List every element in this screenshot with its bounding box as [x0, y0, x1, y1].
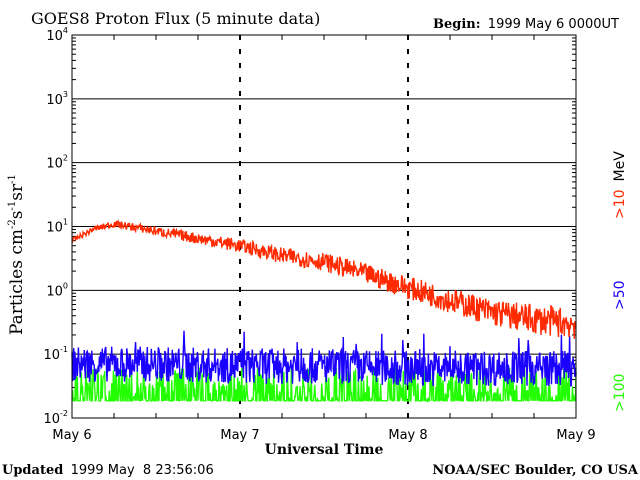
- y-tick-exp: 3: [63, 90, 68, 99]
- series-line-gt10: [71, 219, 577, 339]
- y-tick-exp: 1: [63, 218, 68, 227]
- updated-value: 1999 May 8 23:56:06: [71, 463, 214, 478]
- x-tick-label: May 6: [52, 428, 91, 443]
- legend-gt10: >10 MeV: [612, 151, 628, 219]
- y-axis-label-mid1: s: [7, 211, 27, 220]
- y-tick-base: 10: [46, 29, 63, 44]
- plot-grid: [72, 35, 576, 418]
- legend-gt10-name: >10: [612, 189, 628, 219]
- y-axis-label-sup3: -1: [7, 174, 18, 184]
- legend-gt50: >50: [612, 280, 628, 310]
- updated-label: Updated: [2, 463, 63, 478]
- y-tick-label: 103: [46, 90, 68, 108]
- y-tick-base: 10: [46, 157, 63, 172]
- y-tick-exp: 0: [63, 281, 68, 290]
- updated-readout: Updated 1999 May 8 23:56:06: [2, 462, 214, 478]
- x-axis-label: Universal Time: [265, 442, 384, 458]
- series-line-gt50: [71, 330, 577, 388]
- y-tick-label: 102: [46, 154, 68, 172]
- legend-gt100: >100: [612, 374, 628, 412]
- begin-value: 1999 May 6 0000UT: [488, 17, 619, 32]
- begin-readout: Begin: 1999 May 6 0000UT: [433, 16, 619, 32]
- legend-gt10-unit: MeV: [612, 151, 628, 182]
- y-tick-base: 10: [43, 348, 60, 363]
- y-axis-label-sup2: -1: [7, 201, 18, 211]
- x-tick-label: May 7: [220, 428, 259, 443]
- y-tick-label: 10-1: [43, 345, 68, 363]
- y-tick-label: 100: [46, 281, 68, 299]
- source-credit: NOAA/SEC Boulder, CO USA: [432, 463, 639, 478]
- y-tick-base: 10: [46, 284, 63, 299]
- begin-label: Begin:: [433, 17, 481, 32]
- chart-title: GOES8 Proton Flux (5 minute data): [31, 9, 320, 28]
- y-tick-label: 10-2: [43, 409, 68, 427]
- y-tick-label: 104: [46, 26, 68, 44]
- x-tick-label: May 9: [556, 428, 595, 443]
- y-axis-label-main: Particles cm: [7, 229, 27, 335]
- y-tick-base: 10: [46, 93, 63, 108]
- y-tick-label: 101: [46, 218, 68, 236]
- y-axis-label: Particles cm-2s-1sr-1: [7, 174, 27, 335]
- x-tick-labels: May 6 May 7 May 8 May 9: [52, 428, 595, 443]
- series-layer: [71, 219, 577, 404]
- y-tick-base: 10: [43, 412, 60, 427]
- y-tick-exp: -1: [60, 345, 68, 354]
- x-tick-label: May 8: [388, 428, 427, 443]
- y-tick-exp: 4: [63, 26, 68, 35]
- y-tick-exp: -2: [60, 409, 68, 418]
- y-axis-label-mid2: sr: [7, 183, 27, 201]
- plot-frame: [71, 34, 577, 419]
- y-tick-base: 10: [46, 221, 63, 236]
- series-line-gt100: [71, 365, 577, 404]
- y-axis-label-sup1: -2: [7, 219, 18, 229]
- y-tick-exp: 2: [63, 154, 68, 163]
